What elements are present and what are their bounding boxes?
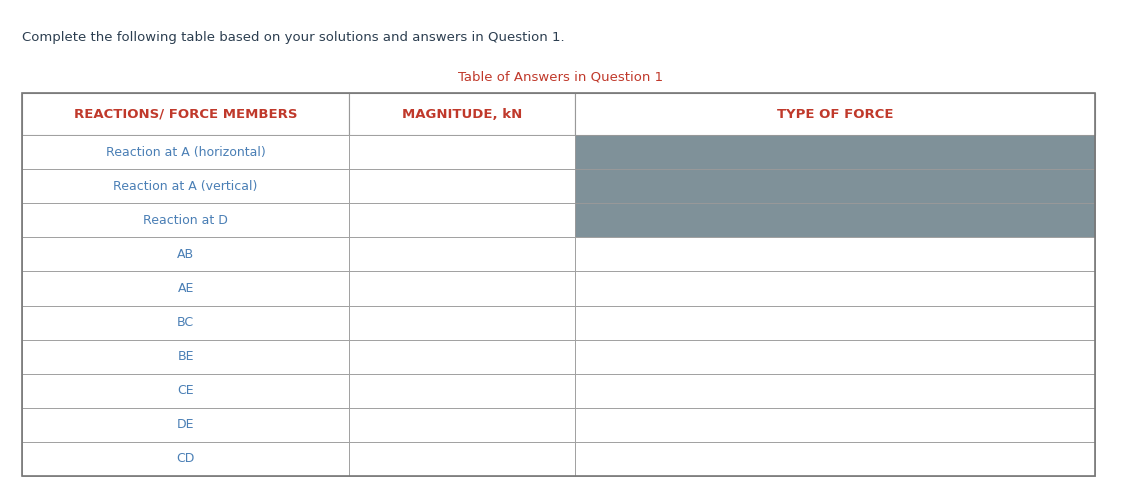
Text: Reaction at D: Reaction at D: [144, 214, 228, 227]
Text: REACTIONS/ FORCE MEMBERS: REACTIONS/ FORCE MEMBERS: [74, 108, 298, 120]
Text: BE: BE: [177, 350, 194, 363]
Bar: [349, 340, 575, 374]
Bar: [22, 93, 349, 135]
Bar: [349, 374, 575, 408]
Text: Reaction at A (vertical): Reaction at A (vertical): [113, 180, 258, 192]
Bar: [575, 272, 1095, 305]
Bar: [349, 442, 575, 476]
Bar: [575, 135, 1095, 169]
Bar: [349, 305, 575, 340]
Text: TYPE OF FORCE: TYPE OF FORCE: [776, 108, 893, 120]
Bar: [22, 442, 349, 476]
Bar: [22, 237, 349, 272]
Text: CE: CE: [177, 384, 194, 397]
Bar: [349, 272, 575, 305]
Bar: [349, 93, 575, 135]
Bar: [22, 374, 349, 408]
Bar: [575, 93, 1095, 135]
Text: AB: AB: [177, 248, 194, 261]
Text: Complete the following table based on your solutions and answers in Question 1.: Complete the following table based on yo…: [22, 31, 565, 44]
Bar: [575, 203, 1095, 237]
Text: Table of Answers in Question 1: Table of Answers in Question 1: [458, 71, 664, 84]
Bar: [575, 237, 1095, 272]
Bar: [22, 408, 349, 442]
Bar: [22, 169, 349, 203]
Bar: [22, 203, 349, 237]
Bar: [349, 237, 575, 272]
Bar: [349, 169, 575, 203]
Bar: [349, 408, 575, 442]
Bar: [22, 272, 349, 305]
Bar: [575, 340, 1095, 374]
Text: DE: DE: [177, 418, 194, 432]
Bar: [22, 135, 349, 169]
Text: AE: AE: [177, 282, 194, 295]
Bar: [575, 169, 1095, 203]
Bar: [22, 305, 349, 340]
Bar: [349, 203, 575, 237]
Text: MAGNITUDE, kN: MAGNITUDE, kN: [402, 108, 522, 120]
Bar: [22, 340, 349, 374]
Bar: [575, 408, 1095, 442]
Text: CD: CD: [176, 452, 194, 465]
Text: Reaction at A (horizontal): Reaction at A (horizontal): [106, 145, 265, 159]
Bar: [22, 93, 1095, 476]
Text: BC: BC: [177, 316, 194, 329]
Bar: [349, 135, 575, 169]
Bar: [575, 305, 1095, 340]
Bar: [575, 442, 1095, 476]
Bar: [575, 374, 1095, 408]
